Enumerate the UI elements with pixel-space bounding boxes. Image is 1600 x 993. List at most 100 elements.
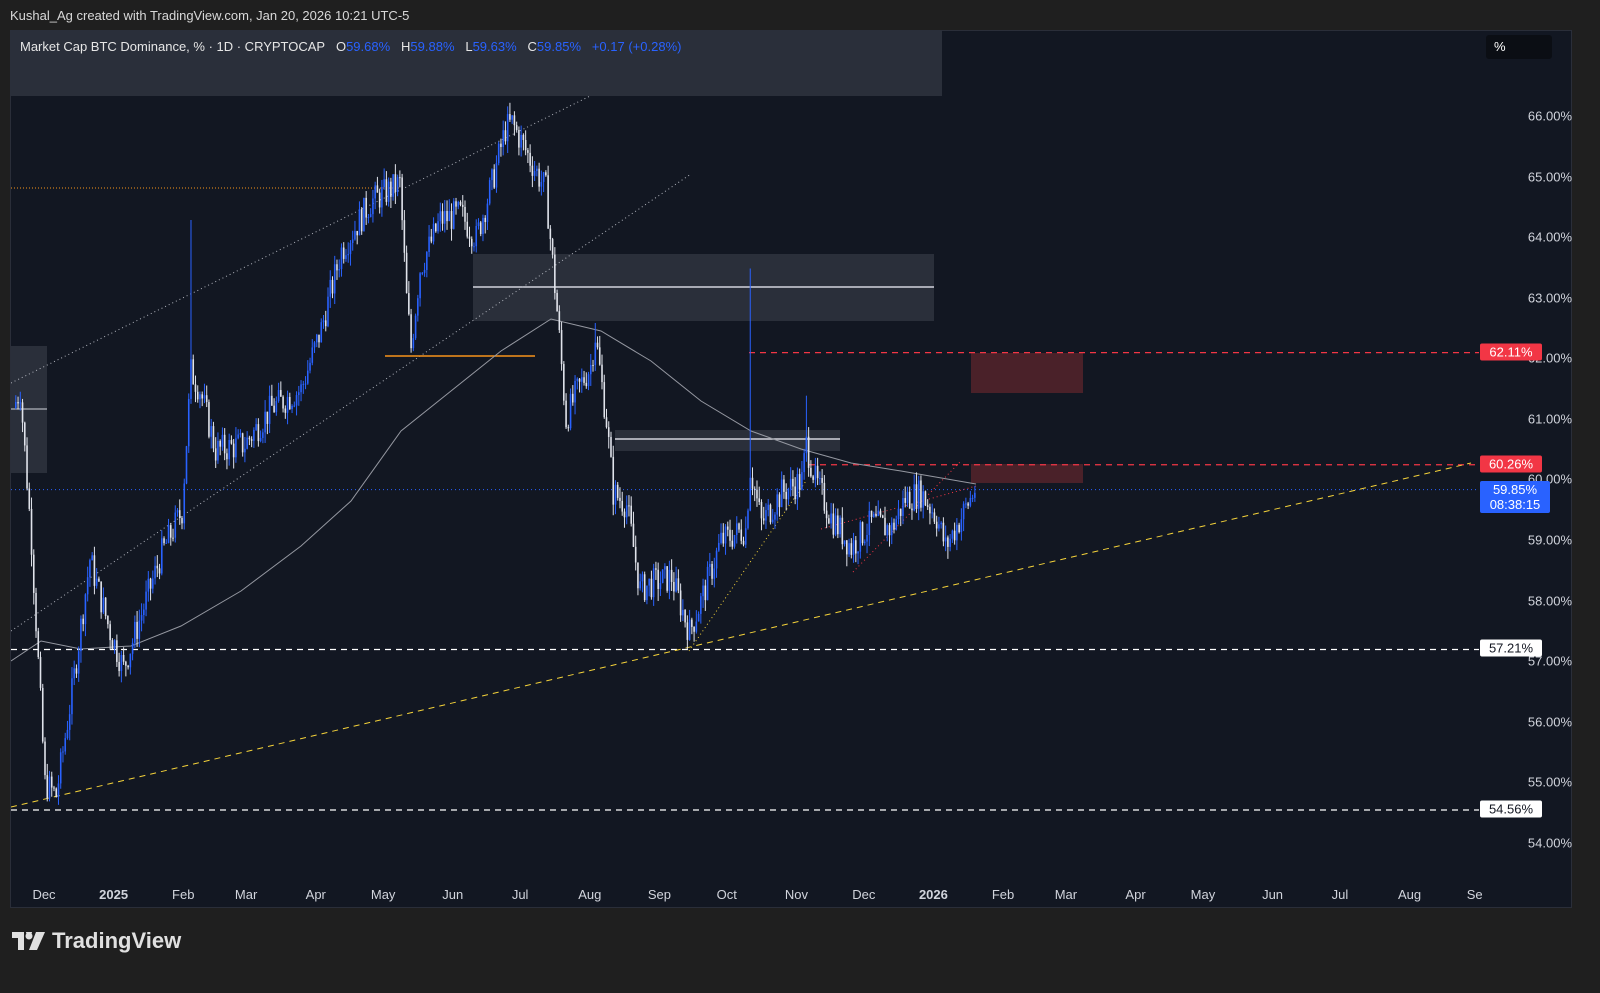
candle-body <box>621 500 624 512</box>
price-tick-label: 57.00% <box>1527 653 1572 669</box>
candle-body <box>605 417 608 428</box>
candle-body <box>666 566 668 591</box>
price-chart-svg[interactable] <box>11 31 1572 908</box>
candle-body <box>585 382 588 387</box>
candle-body <box>753 488 756 490</box>
candle-body <box>394 174 397 193</box>
price-tick-label: 59.00% <box>1527 532 1572 548</box>
candle-body <box>403 220 406 253</box>
candle-body <box>284 408 287 413</box>
candle-body <box>235 438 237 458</box>
candle-body <box>212 426 215 449</box>
candle-body <box>509 114 511 120</box>
candle-body <box>223 434 226 454</box>
candle-body <box>435 223 437 232</box>
price-tick-label: 58.00% <box>1527 593 1572 609</box>
candle-body <box>491 169 493 181</box>
candle-body <box>536 168 538 171</box>
tradingview-logo[interactable]: TradingView <box>12 928 181 954</box>
candle-body <box>783 479 785 492</box>
candle-body <box>929 506 931 514</box>
candle-body <box>744 528 747 545</box>
candle-body <box>661 569 664 583</box>
candle-body <box>893 522 895 530</box>
candle-body <box>693 626 695 632</box>
candle-body <box>832 513 835 535</box>
candle-body <box>358 209 361 236</box>
candle-body <box>834 515 837 535</box>
supply-zone-box <box>971 464 1083 483</box>
candle-body <box>601 364 603 383</box>
candle-body <box>62 751 64 753</box>
candle-body <box>572 393 574 403</box>
candle-body <box>410 314 412 349</box>
candle-body <box>275 401 278 413</box>
candle-body <box>268 395 271 424</box>
candle-body <box>372 198 374 215</box>
candle-body <box>196 391 199 400</box>
candle-body <box>19 402 22 404</box>
price-tick-label: 56.00% <box>1527 714 1572 730</box>
candle-body <box>37 631 40 658</box>
candle-body <box>758 498 761 503</box>
last-price-tag: 59.85% 08:38:15 <box>1480 480 1550 513</box>
candle-body <box>567 427 570 429</box>
candle-body <box>475 226 478 247</box>
candle-body <box>315 334 318 343</box>
candle-body <box>890 522 893 536</box>
candle-body <box>731 540 734 547</box>
open-label: O <box>335 39 347 54</box>
candle-body <box>221 434 224 447</box>
candle-body <box>57 783 60 797</box>
candle-body <box>641 574 644 582</box>
candle-body <box>837 515 839 535</box>
candle-body <box>556 292 558 312</box>
time-tick-label: Se <box>1466 887 1483 902</box>
candle-body <box>798 474 801 490</box>
candle-body <box>421 272 424 274</box>
candle-body <box>295 395 298 406</box>
candle-body <box>210 426 213 437</box>
candle-body <box>428 236 430 252</box>
candle-body <box>850 543 853 555</box>
candle-body <box>289 397 291 410</box>
candle-body <box>529 152 531 166</box>
candle-body <box>441 211 444 224</box>
candle-body <box>533 170 536 176</box>
candle-body <box>266 411 269 424</box>
candle-body <box>616 484 619 498</box>
candle-body <box>426 251 428 270</box>
candle-body <box>192 359 195 385</box>
candle-body <box>816 465 819 479</box>
symbol-title[interactable]: Market Cap BTC Dominance, % · 1D · CRYPT… <box>20 39 326 54</box>
candle-body <box>718 542 720 551</box>
candle-body <box>183 483 186 524</box>
chart-area[interactable] <box>10 30 1572 908</box>
candle-body <box>318 334 320 343</box>
candle-body <box>711 563 713 579</box>
candle-body <box>774 514 776 520</box>
candle-body <box>414 315 417 339</box>
candle-body <box>39 657 42 688</box>
time-tick-label: Sep <box>647 887 671 902</box>
candle-body <box>374 185 376 199</box>
candle-body <box>452 201 455 229</box>
candle-body <box>46 775 49 799</box>
candle-body <box>237 434 239 439</box>
candle-body <box>814 465 817 480</box>
candle-body <box>41 687 44 742</box>
candle-body <box>819 477 821 479</box>
candle-body <box>73 668 75 679</box>
candle-body <box>461 204 464 207</box>
candle-body <box>381 186 383 208</box>
candle-body <box>125 661 127 666</box>
time-tick-label: Apr <box>305 887 326 902</box>
time-tick-label: May <box>370 887 396 902</box>
candle-body <box>253 429 255 441</box>
time-tick-label: Aug <box>578 887 602 902</box>
candle-body <box>486 203 489 223</box>
percent-scale-button[interactable]: % <box>1486 35 1552 59</box>
target-zone-box <box>971 353 1083 393</box>
candle-body <box>241 433 244 453</box>
candle-body <box>484 217 487 223</box>
